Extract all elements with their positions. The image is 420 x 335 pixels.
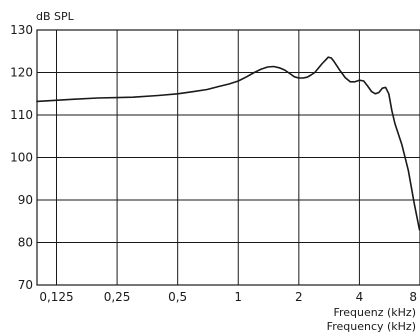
y-tick-label: 130 <box>10 23 33 37</box>
y-tick-label: 120 <box>10 66 33 80</box>
plot-frame <box>36 29 420 286</box>
x-tick-label: 2 <box>295 290 303 304</box>
x-tick-label: 0,125 <box>39 290 73 304</box>
x-tick-labels: 0,125 0,25 0,5 1 2 4 8 <box>39 290 417 304</box>
y-tick-label: 70 <box>18 278 33 292</box>
x-tick-label: 8 <box>409 290 417 304</box>
y-tick-label: 110 <box>10 108 33 122</box>
x-tick-label: 0,5 <box>168 290 187 304</box>
y-tick-label: 80 <box>18 236 33 250</box>
y-tick-labels: 70 80 90 100 110 120 130 <box>10 23 33 292</box>
y-tick-label: 90 <box>18 193 33 207</box>
x-tick-label: 0,25 <box>104 290 131 304</box>
x-tick-label: 4 <box>356 290 364 304</box>
y-axis-title: dB SPL <box>36 10 75 23</box>
series-line <box>36 56 420 231</box>
x-axis-title-english: Frequency (kHz) <box>327 320 416 333</box>
grid <box>37 29 420 286</box>
x-tick-label: 1 <box>234 290 242 304</box>
y-tick-label: 100 <box>10 151 33 165</box>
x-axis-title-german: Frequenz (kHz) <box>333 306 416 319</box>
